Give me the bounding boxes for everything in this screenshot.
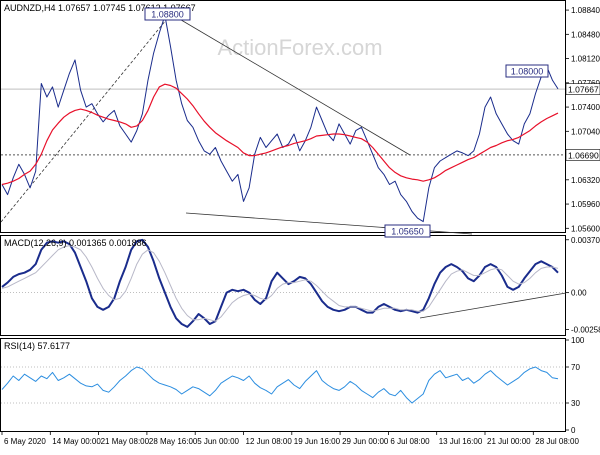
callout-recent-high-label: 1.08000 <box>511 67 544 77</box>
level-price-tag: 1.06690 <box>565 149 600 161</box>
symbol-header: AUDNZD,H4 1.07657 1.07745 1.07612 1.0766… <box>4 3 196 13</box>
rsi-tick-label: 70 <box>571 363 580 372</box>
rsi-header: RSI(14) 57.6177 <box>4 341 70 351</box>
x-tick-label: 6 May 2020 <box>4 437 46 446</box>
macd-header: MACD(12,26,9) 0.001365 0.001886 <box>4 238 147 248</box>
x-tick-label: 28 May 16:00 <box>149 437 198 446</box>
rsi-tick-label: 30 <box>571 399 580 408</box>
series-macd <box>1 238 559 328</box>
price-tick-label: 1.08480 <box>571 30 600 39</box>
macd-tick-label: 0.00 <box>571 289 587 298</box>
callout-low: 1.05650 <box>384 224 431 238</box>
price-tick-label: 1.06320 <box>571 176 600 185</box>
macd-tick-label: -0.002585 <box>571 326 600 335</box>
rsi-tick-label: 0 <box>571 426 576 435</box>
last-price-tag: 1.07667 <box>565 83 600 95</box>
x-tick-label: 6 Jul 08:00 <box>390 437 430 446</box>
price-tick-label: 1.05600 <box>571 224 600 233</box>
macd-tick-label: 0.003706 <box>571 236 600 245</box>
falling-trendline <box>170 13 411 156</box>
callout-high: 1.08800 <box>144 7 191 21</box>
x-tick-label: 21 May 08:00 <box>101 437 150 446</box>
price-tick-label: 1.07040 <box>571 127 600 136</box>
x-tick-label: 19 Jun 16:00 <box>294 437 341 446</box>
price-tick-label: 1.08840 <box>571 6 600 15</box>
x-tick-label: 28 Jul 08:00 <box>535 437 579 446</box>
x-tick-label: 29 Jun 00:00 <box>342 437 389 446</box>
callout-recent-high: 1.08000 <box>505 64 549 78</box>
x-tick-label: 14 May 00:00 <box>52 437 101 446</box>
series-price <box>1 15 559 223</box>
price-tick-label: 1.05960 <box>571 200 600 209</box>
x-tick-label: 13 Jul 16:00 <box>439 437 483 446</box>
price-tick-label: 1.07400 <box>571 103 600 112</box>
watermark: ActionForex.com <box>217 35 382 60</box>
series-signal <box>1 245 559 322</box>
x-tick-label: 5 Jun 00:00 <box>197 437 239 446</box>
series-ma <box>1 83 559 186</box>
price-panel <box>0 0 566 233</box>
macd-trendline <box>419 292 567 319</box>
series-rsi <box>1 366 559 404</box>
callout-high-label: 1.08800 <box>151 10 184 20</box>
callout-low-label: 1.05650 <box>391 227 424 237</box>
price-tick-label: 1.08120 <box>571 55 600 64</box>
x-tick-label: 12 Jun 08:00 <box>246 437 293 446</box>
rsi-tick-label: 100 <box>571 336 585 345</box>
level-price-value: 1.06690 <box>568 150 599 160</box>
x-tick-label: 21 Jul 00:00 <box>487 437 531 446</box>
macd-panel <box>0 235 566 336</box>
last-price-value: 1.07667 <box>568 85 599 95</box>
